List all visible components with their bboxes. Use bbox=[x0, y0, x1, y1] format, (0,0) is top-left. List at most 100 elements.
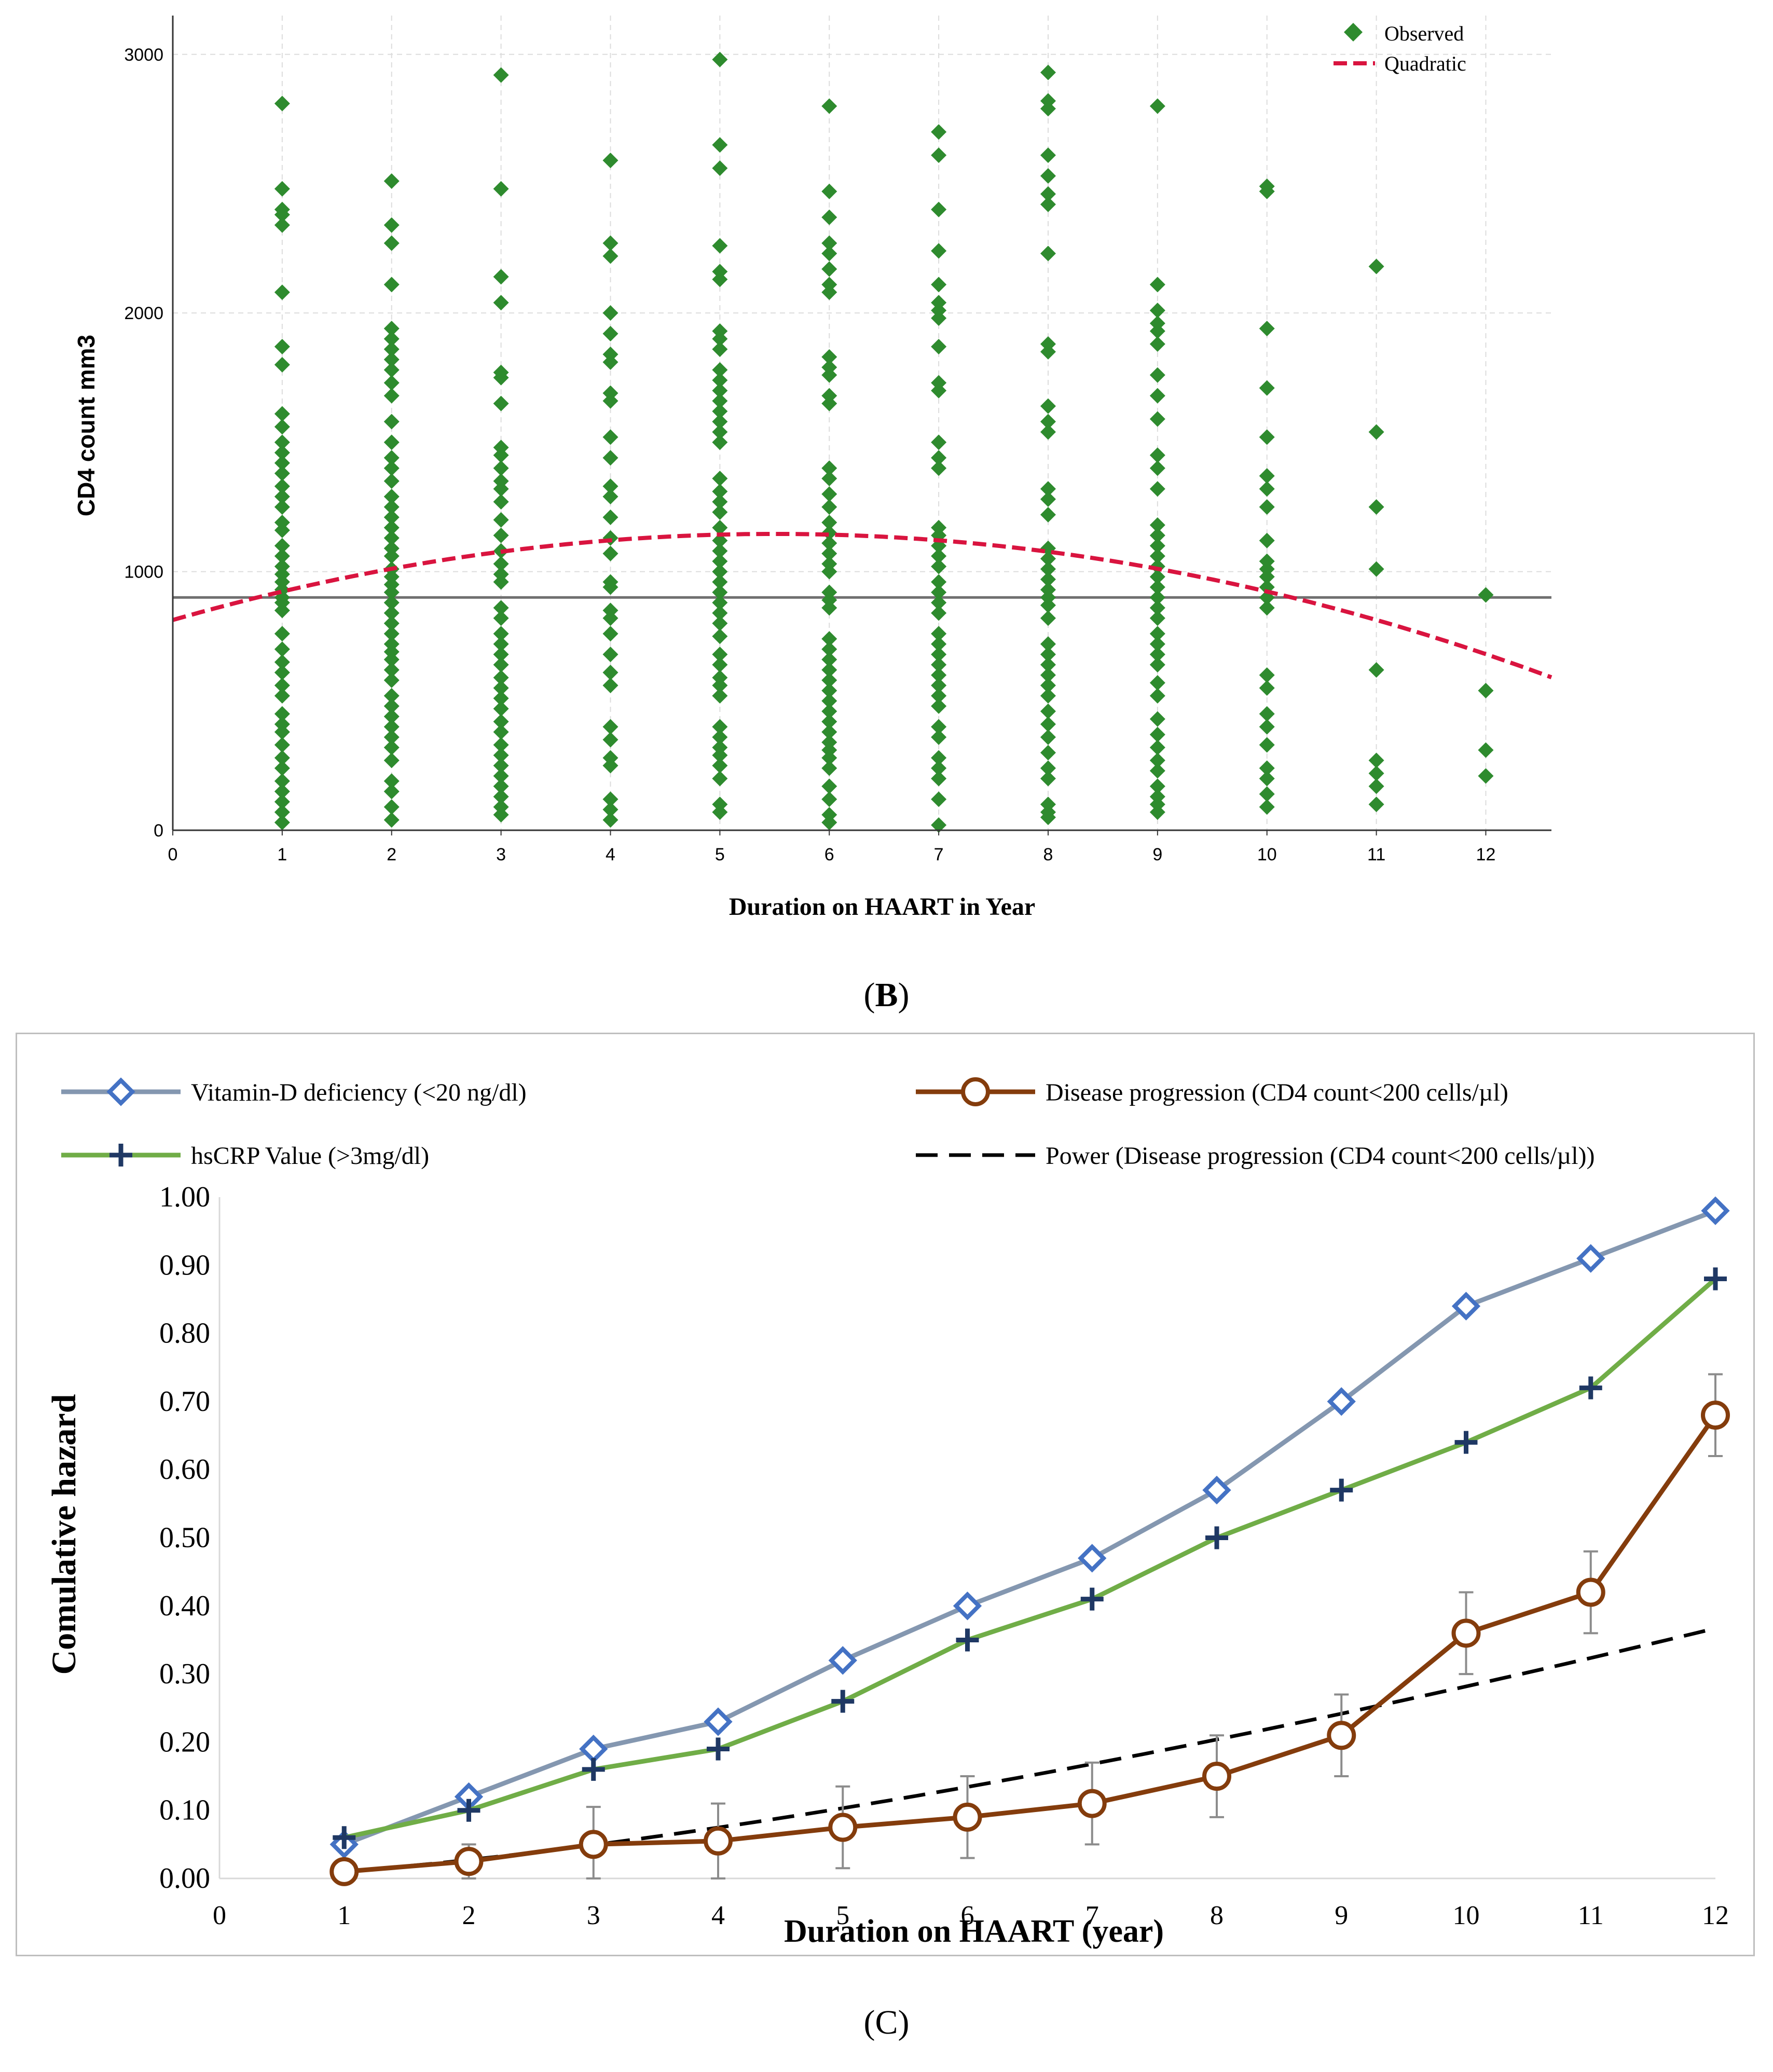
scatter-point bbox=[493, 713, 509, 730]
scatter-point bbox=[1478, 768, 1494, 784]
plus-marker bbox=[1080, 1587, 1104, 1611]
scatter-point bbox=[1368, 424, 1384, 440]
chart-b-y-tick-label: 2000 bbox=[124, 304, 163, 323]
scatter-point bbox=[1478, 742, 1494, 758]
scatter-point bbox=[712, 434, 728, 450]
scatter-point bbox=[493, 269, 509, 285]
chart-b-x-tick-label: 8 bbox=[1043, 845, 1053, 865]
scatter-point bbox=[493, 556, 509, 572]
scatter-point bbox=[602, 664, 619, 680]
scatter-point bbox=[493, 680, 509, 696]
scatter-point bbox=[1149, 411, 1165, 427]
scatter-point bbox=[274, 489, 290, 505]
scatter-point bbox=[931, 277, 947, 293]
error-bars bbox=[337, 1373, 1723, 1879]
scatter-point bbox=[274, 338, 290, 354]
chart-c-frame bbox=[16, 1033, 1755, 1956]
scatter-point bbox=[1040, 703, 1056, 719]
scatter-point bbox=[821, 209, 837, 225]
scatter-point bbox=[1259, 760, 1275, 776]
plus-marker bbox=[1205, 1526, 1228, 1549]
scatter-point bbox=[712, 657, 728, 673]
scatter-point bbox=[383, 799, 400, 815]
scatter-point bbox=[712, 382, 728, 399]
scatter-point bbox=[821, 693, 837, 709]
scatter-point bbox=[931, 626, 947, 642]
scatter-point bbox=[821, 778, 837, 794]
scatter-point bbox=[383, 752, 400, 769]
scatter-point bbox=[274, 356, 290, 373]
scatter-point bbox=[383, 605, 400, 621]
scatter-point bbox=[1259, 569, 1275, 585]
scatter-point bbox=[493, 657, 509, 673]
scatter-point bbox=[602, 610, 619, 626]
scatter-point bbox=[493, 295, 509, 311]
chart-b-x-tick-label: 4 bbox=[606, 845, 615, 865]
series-circle bbox=[329, 1401, 1730, 1886]
scatter-point bbox=[383, 450, 400, 466]
chart-c-y-tick-label: 0.70 bbox=[159, 1385, 210, 1418]
chart-c-y-tick-label: 0.50 bbox=[159, 1522, 210, 1554]
scatter-point bbox=[1149, 323, 1165, 339]
chart-c-tick-labels: 0 1 2 3 4 5 6 7 8 9 10 11 120.000.100.200.300.400.50… bbox=[159, 1181, 1729, 1930]
scatter-point bbox=[274, 419, 290, 435]
scatter-point bbox=[1368, 258, 1384, 275]
scatter-point bbox=[712, 494, 728, 510]
chart-b-y-tick-label: 1000 bbox=[124, 562, 163, 582]
diamond-marker bbox=[1078, 1544, 1107, 1573]
scatter-point bbox=[821, 98, 837, 114]
plus-marker bbox=[831, 1690, 855, 1713]
scatter-point bbox=[821, 395, 837, 411]
scatter-point bbox=[1149, 367, 1165, 383]
scatter-point bbox=[1368, 662, 1384, 678]
chart-c-x-tick-label: 4 bbox=[711, 1901, 725, 1930]
chart-c-x-tick-label: 3 bbox=[587, 1901, 600, 1930]
chart-c-x-tick-label: 1 bbox=[337, 1901, 351, 1930]
scatter-point bbox=[1040, 657, 1056, 673]
scatter-point bbox=[1149, 726, 1165, 743]
legend-label: Disease progression (CD4 count<200 cells… bbox=[1046, 1079, 1508, 1106]
scatter-point bbox=[383, 530, 400, 546]
scatter-point bbox=[931, 338, 947, 354]
scatter-point bbox=[602, 719, 619, 735]
scatter-point bbox=[383, 434, 400, 450]
diamond-marker bbox=[828, 1646, 857, 1675]
scatter-point bbox=[821, 261, 837, 277]
scatter-point bbox=[1149, 98, 1165, 114]
scatter-point bbox=[712, 615, 728, 632]
scatter-point bbox=[383, 739, 400, 756]
scatter-point bbox=[712, 584, 728, 600]
scatter-point bbox=[274, 207, 290, 223]
legend-observed-label: Observed bbox=[1384, 22, 1464, 45]
scatter-point bbox=[821, 471, 837, 487]
scatter-point bbox=[1040, 760, 1056, 776]
scatter-point bbox=[712, 331, 728, 347]
chart-b-x-tick-label: 5 bbox=[715, 845, 725, 865]
series-line bbox=[343, 1209, 1716, 1847]
scatter-point bbox=[493, 724, 509, 740]
scatter-point bbox=[712, 403, 728, 419]
scatter-point bbox=[383, 548, 400, 564]
plus-marker bbox=[1579, 1376, 1602, 1399]
chart-b-x-tick-label: 7 bbox=[934, 845, 944, 865]
chart-b-x-tick-label: 6 bbox=[824, 845, 834, 865]
scatter-point bbox=[712, 647, 728, 663]
scatter-point bbox=[274, 181, 290, 197]
circle-marker bbox=[828, 1813, 858, 1842]
scatter-point bbox=[931, 243, 947, 259]
circle-marker bbox=[1327, 1721, 1356, 1750]
scatter-point bbox=[383, 662, 400, 678]
scatter-point bbox=[274, 455, 290, 471]
legend-item: Power (Disease progression (CD4 count<20… bbox=[916, 1142, 1595, 1170]
diamond-marker bbox=[1202, 1475, 1231, 1505]
scatter-point bbox=[712, 543, 728, 559]
scatter-point bbox=[274, 217, 290, 233]
circle-marker bbox=[1576, 1577, 1605, 1607]
scatter-point bbox=[1040, 561, 1056, 577]
scatter-point bbox=[821, 535, 837, 551]
scatter-point bbox=[821, 183, 837, 199]
legend-label: hsCRP Value (>3mg/dl) bbox=[191, 1142, 429, 1170]
diamond-marker bbox=[1576, 1244, 1605, 1273]
